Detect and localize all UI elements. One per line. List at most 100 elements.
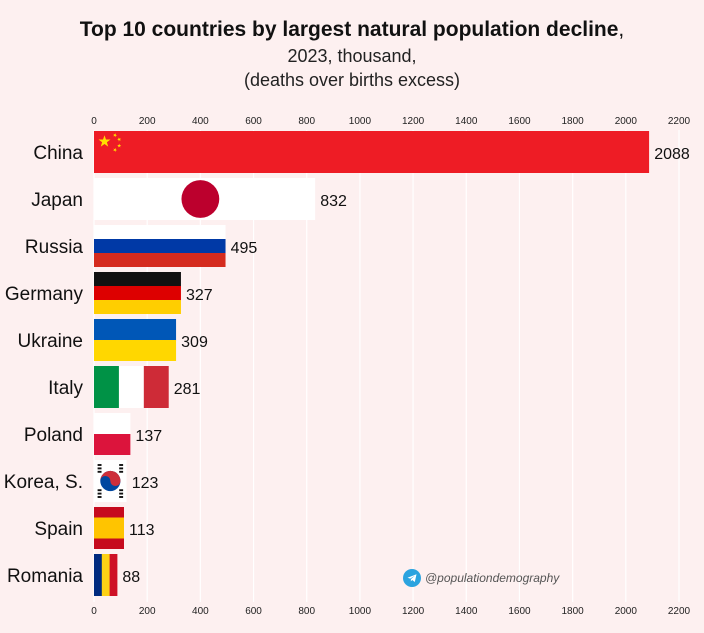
- value-label: 113: [129, 522, 155, 539]
- bar: [94, 131, 650, 173]
- x-tick-label-top: 1000: [349, 116, 372, 127]
- x-tick-label-top: 0: [91, 116, 97, 127]
- flag-star: [117, 137, 122, 142]
- watermark: @populationdemography: [403, 567, 559, 589]
- bar: [94, 507, 125, 549]
- flag-trigram: [97, 464, 102, 466]
- flag-trigram: [119, 492, 124, 495]
- category-label: Ukraine: [18, 331, 83, 352]
- flag-stripe: [94, 538, 125, 549]
- flag-stripe: [118, 366, 145, 408]
- category-label: Romania: [7, 566, 83, 587]
- x-tick-label-bottom: 800: [298, 606, 315, 617]
- flag-stripe: [94, 507, 125, 518]
- flag-disc: [181, 180, 220, 218]
- x-tick-label-top: 600: [245, 116, 262, 127]
- flag-trigram: [97, 470, 102, 473]
- flag-star: [98, 135, 111, 147]
- watermark-text: @populationdemography: [425, 571, 560, 585]
- value-label: 309: [181, 334, 208, 351]
- bar: [94, 554, 118, 596]
- value-label: 281: [174, 381, 201, 398]
- x-tick-label-bottom: 0: [91, 606, 97, 617]
- bar: [94, 178, 316, 220]
- category-label: Germany: [5, 284, 84, 305]
- flag-taegeuk: [100, 470, 121, 487]
- telegram-icon: [403, 569, 421, 587]
- chart-title-line: Top 10 countries by largest natural popu…: [0, 16, 704, 44]
- value-label: 123: [132, 475, 159, 492]
- x-tick-label-bottom: 1800: [562, 606, 585, 617]
- flag-trigram: [119, 496, 124, 498]
- flag-star: [113, 147, 118, 152]
- x-tick-label-bottom: 400: [192, 606, 209, 617]
- x-tick-label-bottom: 1600: [508, 606, 531, 617]
- bar: [94, 225, 226, 267]
- flag-stripe: [94, 340, 177, 361]
- chart-subtitle-note: (deaths over births excess): [243, 70, 461, 90]
- flag-trigram: [119, 489, 124, 492]
- x-tick-label-top: 2200: [668, 116, 691, 127]
- flag-stripe: [94, 413, 131, 435]
- chart-title-suffix: ,: [618, 18, 625, 41]
- flag-stripe: [94, 319, 177, 341]
- flag-stripe: [94, 434, 131, 455]
- flag-trigram: [97, 467, 102, 470]
- x-tick-label-bottom: 200: [139, 606, 156, 617]
- x-tick-label-top: 400: [192, 116, 209, 127]
- x-tick-label-bottom: 2000: [615, 606, 638, 617]
- flag-stripe: [94, 300, 181, 314]
- value-label: 327: [186, 287, 213, 304]
- flag-stripe: [94, 272, 181, 287]
- x-tick-label-top: 1800: [562, 116, 585, 127]
- flag-stripe: [143, 366, 169, 408]
- flag-field: [94, 131, 650, 173]
- flag-trigram: [97, 492, 102, 495]
- flag-stripe: [101, 554, 111, 596]
- flag-stripe: [94, 554, 103, 596]
- x-tick-label-top: 1600: [508, 116, 531, 127]
- bar: [94, 460, 127, 502]
- value-label: 88: [122, 569, 140, 586]
- chart-subtitle: 2023, thousand,: [287, 46, 417, 66]
- x-tick-label-top: 1400: [455, 116, 478, 127]
- bar: [94, 366, 169, 408]
- value-label: 137: [135, 428, 162, 445]
- category-label: Korea, S.: [4, 472, 83, 493]
- flag-stripe: [94, 517, 125, 539]
- x-tick-label-top: 200: [139, 116, 156, 127]
- flag-trigram: [119, 467, 124, 470]
- flag-stripe: [94, 239, 226, 254]
- x-tick-label-top: 2000: [615, 116, 638, 127]
- category-label: Italy: [48, 378, 83, 399]
- chart-title-block: Top 10 countries by largest natural popu…: [0, 16, 704, 92]
- x-tick-label-bottom: 600: [245, 606, 262, 617]
- category-label: Spain: [34, 519, 83, 540]
- flag-stripe: [109, 554, 118, 596]
- value-label: 832: [320, 193, 347, 210]
- flag-star: [117, 143, 122, 148]
- flag-star: [113, 133, 118, 138]
- value-label: 495: [231, 240, 258, 257]
- flag-stripe: [94, 366, 120, 408]
- x-tick-label-bottom: 2200: [668, 606, 691, 617]
- category-label: Japan: [31, 190, 83, 211]
- x-tick-label-bottom: 1400: [455, 606, 478, 617]
- category-label: Poland: [24, 425, 83, 446]
- flag-stripe: [94, 286, 181, 301]
- flag-trigram: [97, 496, 102, 498]
- flag-trigram: [97, 489, 102, 492]
- bar: [94, 413, 131, 455]
- flag-stripe: [94, 253, 226, 267]
- bar: [94, 319, 177, 361]
- category-label: Russia: [25, 237, 84, 258]
- category-label: China: [33, 143, 83, 164]
- x-tick-label-bottom: 1200: [402, 606, 425, 617]
- x-tick-label-top: 800: [298, 116, 315, 127]
- x-tick-label-top: 1200: [402, 116, 425, 127]
- x-tick-label-bottom: 1000: [349, 606, 372, 617]
- flag-trigram: [119, 464, 124, 466]
- bar: [94, 272, 181, 314]
